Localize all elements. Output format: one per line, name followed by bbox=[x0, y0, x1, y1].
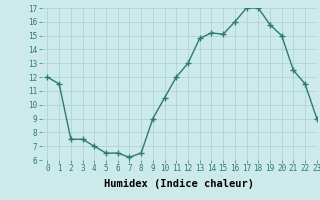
X-axis label: Humidex (Indice chaleur): Humidex (Indice chaleur) bbox=[104, 179, 254, 189]
